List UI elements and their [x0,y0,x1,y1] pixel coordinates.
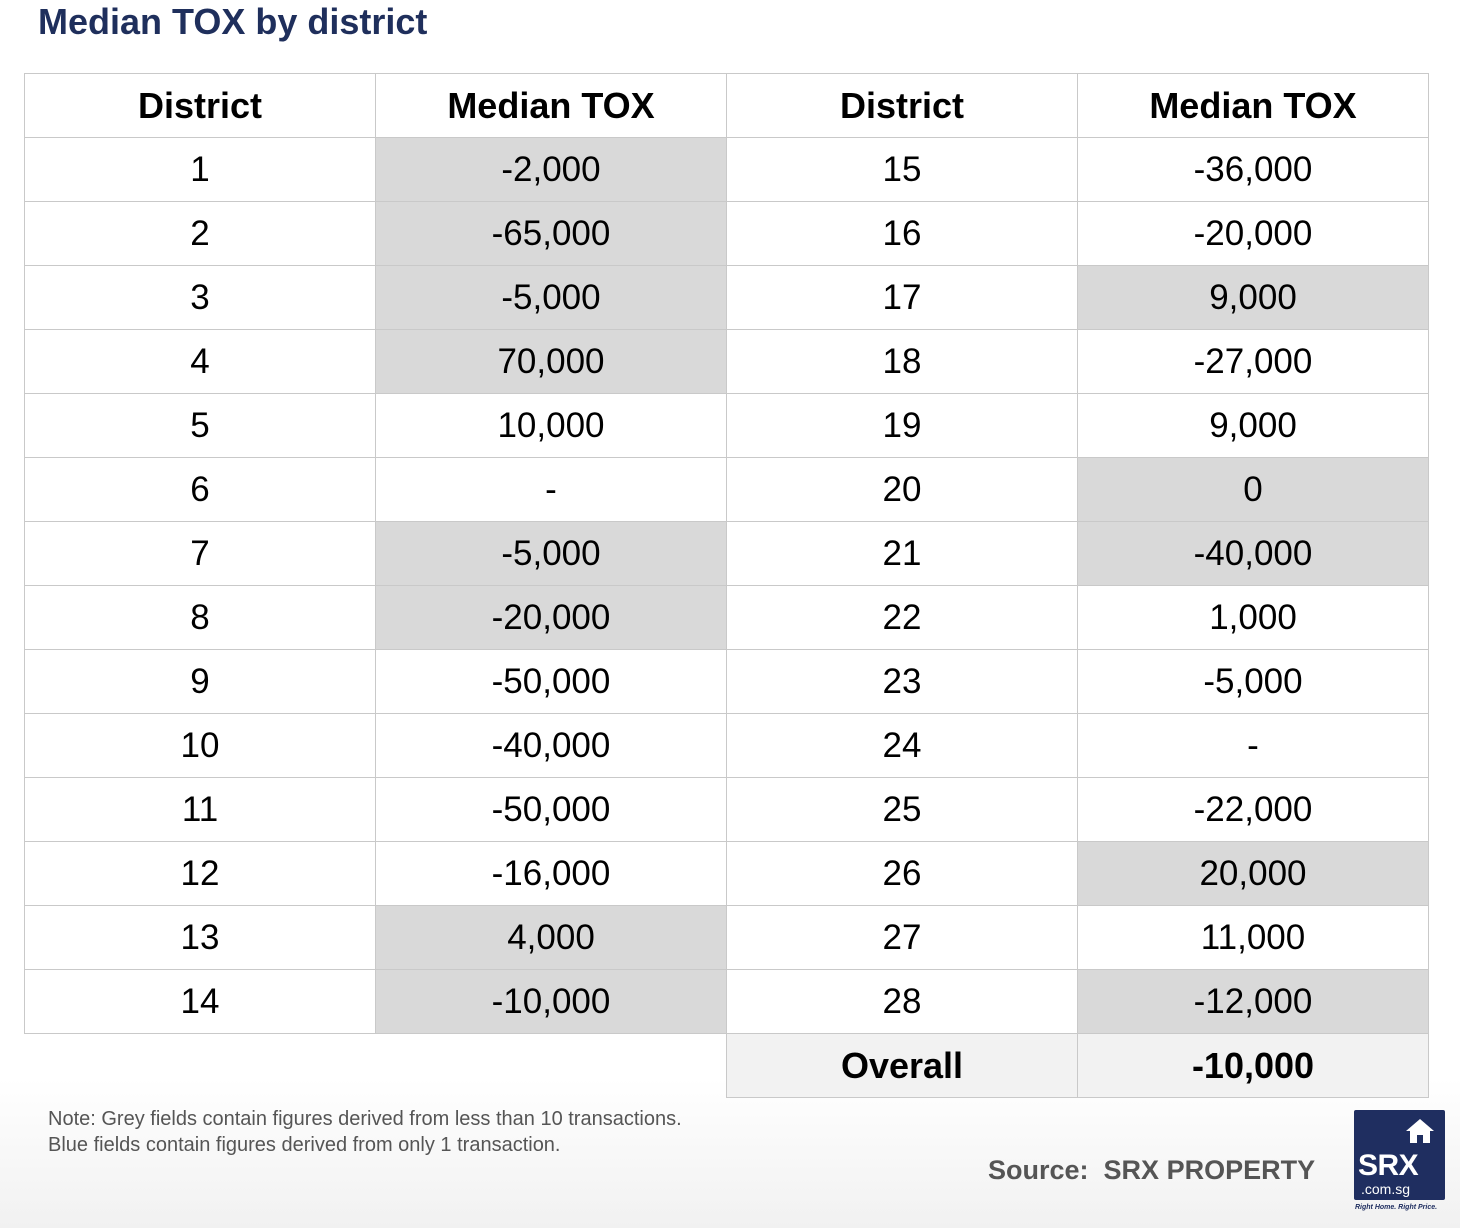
table-row: 11 -50,000 25 -22,000 [24,777,1429,842]
district-cell: 28 [726,969,1078,1034]
district-cell: 13 [24,905,376,970]
house-icon [1406,1119,1434,1143]
median-tox-cell: -50,000 [375,649,727,714]
table-row: 8 -20,000 22 1,000 [24,585,1429,650]
median-tox-cell: - [375,457,727,522]
median-tox-cell: 20,000 [1077,841,1429,906]
median-tox-cell: 10,000 [375,393,727,458]
logo-tagline: Right Home. Right Price. [1355,1204,1438,1211]
median-tox-cell: -5,000 [1077,649,1429,714]
district-cell: 25 [726,777,1078,842]
district-cell: 11 [24,777,376,842]
district-cell: 21 [726,521,1078,586]
table-row: 6-20 0 [24,457,1429,522]
district-cell: 23 [726,649,1078,714]
district-cell: 20 [726,457,1078,522]
district-cell: 22 [726,585,1078,650]
median-tox-cell: -10,000 [375,969,727,1034]
column-header-median-tox: Median TOX [375,73,727,138]
table-row: 10 -40,000 24- [24,713,1429,778]
district-cell: 10 [24,713,376,778]
district-cell: 16 [726,201,1078,266]
overall-label: Overall [726,1033,1078,1098]
median-tox-cell: -40,000 [1077,521,1429,586]
table-row: 1 -2,000 15 -36,000 [24,137,1429,202]
table-row: 5 10,000 19 9,000 [24,393,1429,458]
table-header-row: District Median TOX District Median TOX [24,73,1429,138]
empty-cell [24,1033,376,1098]
median-tox-cell: 1,000 [1077,585,1429,650]
district-cell: 9 [24,649,376,714]
district-cell: 6 [24,457,376,522]
median-tox-cell: 11,000 [1077,905,1429,970]
median-tox-cell: -40,000 [375,713,727,778]
median-tox-cell: -2,000 [375,137,727,202]
table-row: 13 4,000 27 11,000 [24,905,1429,970]
median-tox-cell: -65,000 [375,201,727,266]
table-row: 14 -10,000 28 -12,000 [24,969,1429,1034]
note-grey-fields: Note: Grey fields contain figures derive… [48,1108,682,1130]
table-row: 12 -16,000 26 20,000 [24,841,1429,906]
median-tox-table: District Median TOX District Median TOX … [24,73,1429,1098]
district-cell: 24 [726,713,1078,778]
median-tox-cell: -20,000 [375,585,727,650]
source-label: Source: [988,1155,1089,1185]
source-name: SRX PROPERTY [1103,1155,1316,1185]
logo-brand: SRX [1358,1149,1419,1182]
background-fade [0,1078,1460,1228]
table-row: 9 -50,000 23 -5,000 [24,649,1429,714]
district-cell: 14 [24,969,376,1034]
median-tox-cell: -12,000 [1077,969,1429,1034]
district-cell: 17 [726,265,1078,330]
district-cell: 4 [24,329,376,394]
page-title: Median TOX by district [38,1,428,42]
district-cell: 5 [24,393,376,458]
column-header-district: District [24,73,376,138]
district-cell: 18 [726,329,1078,394]
median-tox-cell: 9,000 [1077,393,1429,458]
note-blue-fields: Blue fields contain figures derived from… [48,1134,561,1156]
column-header-median-tox: Median TOX [1077,73,1429,138]
district-cell: 12 [24,841,376,906]
median-tox-cell: 70,000 [375,329,727,394]
table-row: 3 -5,000 17 9,000 [24,265,1429,330]
table-row: 4 70,000 18 -27,000 [24,329,1429,394]
empty-cell [375,1033,727,1098]
overall-row: Overall -10,000 [24,1033,1429,1098]
district-cell: 8 [24,585,376,650]
district-cell: 27 [726,905,1078,970]
source-credit: Source: SRX PROPERTY [988,1152,1315,1188]
column-header-district: District [726,73,1078,138]
overall-value: -10,000 [1077,1033,1429,1098]
district-cell: 2 [24,201,376,266]
median-tox-cell: -20,000 [1077,201,1429,266]
median-tox-cell: - [1077,713,1429,778]
district-cell: 19 [726,393,1078,458]
district-cell: 26 [726,841,1078,906]
logo-domain: .com.sg [1361,1181,1411,1197]
median-tox-cell: -5,000 [375,521,727,586]
table-body: 1 -2,000 15 -36,000 2 -65,000 16 -20,000 3 -5,000… [24,137,1429,1034]
district-cell: 3 [24,265,376,330]
median-tox-cell: -27,000 [1077,329,1429,394]
table-row: 7 -5,000 21 -40,000 [24,521,1429,586]
median-tox-cell: 0 [1077,457,1429,522]
median-tox-cell: -50,000 [375,777,727,842]
footnote: Note: Grey fields contain figures derive… [48,1106,682,1158]
srx-logo: SRX .com.sg [1354,1110,1445,1200]
median-tox-cell: -36,000 [1077,137,1429,202]
median-tox-cell: -5,000 [375,265,727,330]
table-row: 2 -65,000 16 -20,000 [24,201,1429,266]
median-tox-cell: -16,000 [375,841,727,906]
median-tox-cell: 4,000 [375,905,727,970]
median-tox-cell: 9,000 [1077,265,1429,330]
median-tox-cell: -22,000 [1077,777,1429,842]
district-cell: 15 [726,137,1078,202]
district-cell: 7 [24,521,376,586]
district-cell: 1 [24,137,376,202]
